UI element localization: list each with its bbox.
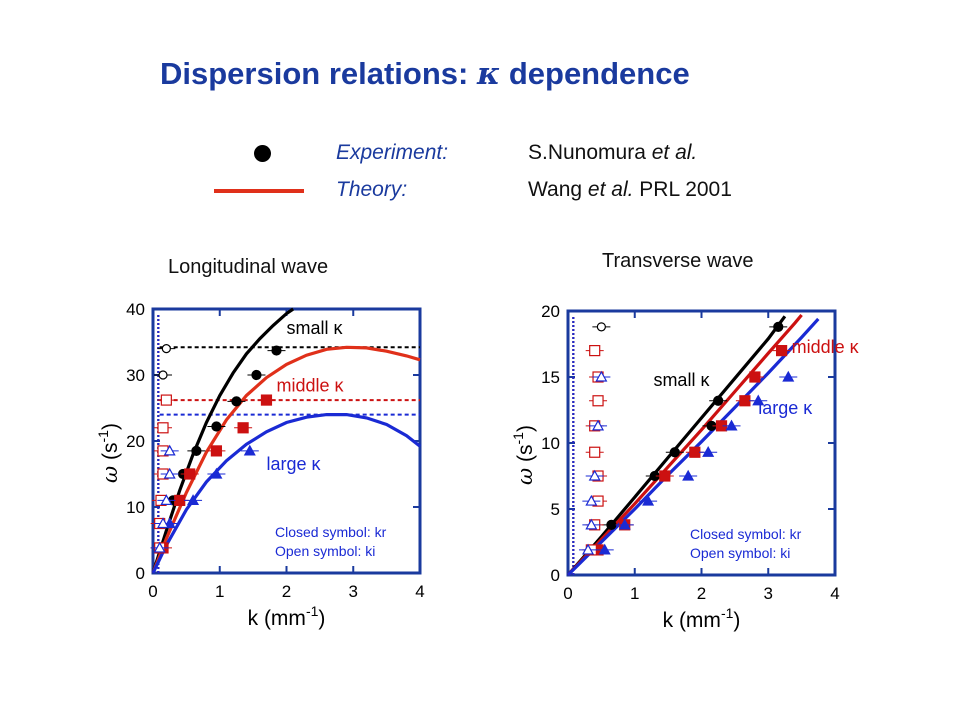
right-marker-square — [589, 345, 601, 357]
left-marker-square — [157, 422, 169, 434]
left-marker-triangle — [210, 467, 223, 479]
left-annotation: small κ — [287, 318, 344, 338]
slide-title: Dispersion relations: κ dependence — [160, 56, 800, 92]
right-theory-curve — [566, 317, 820, 577]
left-marker-triangle — [156, 517, 170, 529]
left-annotation: middle κ — [276, 376, 344, 396]
legend-theory-line — [214, 189, 304, 193]
legend-experiment-source: S.Nunomura et al. — [528, 141, 698, 164]
right-marker-triangle — [752, 394, 765, 406]
left-note-line: Open symbol: ki — [275, 543, 375, 559]
left-x-tick-label: 4 — [415, 582, 424, 601]
right-marker-triangle — [585, 494, 598, 506]
right-y-tick-label: 20 — [541, 302, 560, 321]
right-marker-square — [592, 395, 604, 407]
left-marker-square — [210, 445, 223, 457]
right-x-tick-label: 0 — [563, 584, 572, 603]
left-marker-triangle — [163, 467, 176, 479]
right-marker-circle — [713, 395, 724, 406]
left-y-tick-label: 0 — [136, 564, 145, 583]
title-prefix: Dispersion relations: — [160, 56, 477, 91]
right-marker-circle — [596, 322, 606, 332]
right-chart-title: Transverse wave — [602, 250, 754, 272]
right-x-tick-label: 4 — [830, 584, 839, 603]
right-marker-triangle — [592, 419, 605, 431]
right-marker-square — [739, 395, 751, 407]
left-x-tick-label: 1 — [215, 582, 224, 601]
legend-experiment-marker — [254, 145, 271, 162]
left-marker-circle — [191, 445, 202, 456]
left-x-tick-label: 0 — [148, 582, 157, 601]
right-x-tick-label: 2 — [697, 584, 706, 603]
legend-theory-label: Theory: — [336, 178, 408, 201]
left-marker-triangle — [187, 494, 200, 505]
left-marker-triangle — [243, 444, 256, 456]
left-marker-triangle — [160, 494, 173, 505]
left-marker-triangle — [163, 444, 176, 456]
right-y-tick-label: 0 — [551, 566, 560, 585]
left-marker-circle — [231, 396, 242, 407]
legend-experiment-label: Experiment: — [336, 141, 449, 164]
left-marker-square — [160, 394, 172, 406]
right-marker-square — [659, 470, 671, 482]
left-y-tick-label: 40 — [126, 300, 145, 319]
right-marker-triangle — [702, 446, 715, 457]
left-marker-circle — [271, 345, 282, 356]
right-x-tick-label: 1 — [630, 584, 639, 603]
right-marker-square — [749, 371, 761, 383]
right-annotation: middle κ — [792, 337, 860, 357]
left-y-tick-label: 10 — [126, 498, 145, 517]
right-marker-triangle — [618, 518, 631, 530]
left-marker-circle — [211, 421, 222, 432]
right-marker-triangle — [725, 419, 738, 431]
right-marker-circle — [606, 519, 617, 530]
right-y-tick-label: 10 — [541, 434, 560, 453]
left-marker-triangle — [153, 541, 166, 553]
left-marker-circle — [158, 370, 168, 380]
left-annotation: large κ — [266, 454, 321, 474]
left-marker-square — [184, 468, 196, 480]
right-y-tick-label: 15 — [541, 368, 560, 387]
right-marker-circle — [773, 321, 784, 332]
title-kappa: κ — [476, 56, 501, 92]
left-x-tick-label: 2 — [282, 582, 291, 601]
left-x-axis-label: k (mm-1) — [248, 603, 326, 630]
left-marker-circle — [161, 344, 171, 354]
left-marker-circle — [251, 369, 262, 381]
right-note-line: Open symbol: ki — [690, 545, 790, 561]
right-y-axis-label: ω (s-1) — [510, 425, 537, 485]
right-marker-square — [775, 345, 788, 357]
right-marker-triangle — [598, 543, 611, 555]
left-marker-square — [237, 422, 249, 434]
right-marker-triangle — [582, 543, 595, 555]
right-marker-triangle — [782, 370, 795, 382]
right-annotation: large κ — [758, 398, 813, 418]
left-marker-square — [174, 494, 186, 506]
right-marker-square — [589, 446, 601, 458]
right-marker-triangle — [642, 494, 655, 506]
right-x-tick-label: 3 — [764, 584, 773, 603]
right-note-line: Closed symbol: kr — [690, 526, 802, 542]
right-marker-triangle — [588, 469, 601, 481]
legend-theory-source: Wang et al. PRL 2001 — [528, 178, 732, 201]
title-suffix: dependence — [500, 56, 690, 91]
right-marker-triangle — [585, 518, 598, 530]
right-theory-curve — [566, 315, 787, 577]
left-y-axis-label: ω (s-1) — [95, 423, 122, 483]
right-x-axis-label: k (mm-1) — [663, 605, 741, 632]
right-marker-square — [689, 446, 701, 458]
right-y-tick-label: 5 — [551, 500, 560, 519]
left-note-line: Closed symbol: kr — [275, 524, 387, 540]
left-chart-title: Longitudinal wave — [168, 256, 329, 278]
left-x-tick-label: 3 — [349, 582, 358, 601]
right-marker-circle — [669, 447, 680, 458]
left-marker-square — [260, 394, 273, 406]
left-y-tick-label: 20 — [126, 432, 145, 451]
right-marker-triangle — [595, 370, 608, 382]
right-annotation: small κ — [653, 370, 710, 390]
left-y-tick-label: 30 — [126, 366, 145, 385]
right-marker-triangle — [682, 469, 695, 481]
